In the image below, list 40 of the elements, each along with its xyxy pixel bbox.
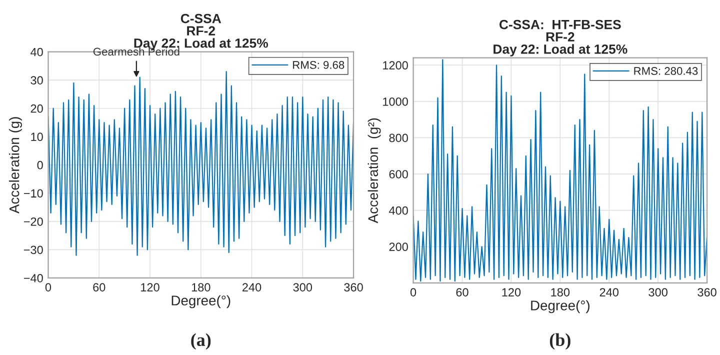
y-tick-label: 600 [389, 170, 408, 178]
x-tick-label: 360 [698, 288, 716, 296]
chart-title: C-SSA: HT-FB-SES RF-2 Day 22: Load at 125% [494, 20, 628, 56]
x-tick-label: 180 [551, 288, 570, 296]
x-tick-label: 60 [456, 288, 468, 296]
y-axis-title: Acceleration (g²) [368, 118, 381, 224]
x-tick-label: 240 [242, 283, 262, 292]
x-tick-label: 0 [410, 288, 416, 296]
y-tick-label: 400 [388, 206, 408, 215]
x-tick-label: 120 [502, 288, 521, 296]
x-tick-label: 120 [141, 283, 160, 292]
x-tick-label: 300 [648, 288, 668, 296]
y-tick-label: 20 [30, 104, 43, 113]
y-tick-label: −10 [24, 189, 43, 198]
y-tick-label: 200 [389, 242, 408, 252]
y-tick-label: 800 [389, 134, 408, 142]
x-axis-title: Degree(°) [172, 295, 230, 308]
y-tick-label: −30 [24, 246, 43, 254]
y-tick-label: −20 [24, 217, 43, 226]
x-tick-label: 360 [344, 283, 363, 292]
legend-label: RMS: 280.43 [634, 67, 698, 75]
y-tick-label: 1000 [383, 97, 408, 106]
x-tick-label: 240 [600, 288, 619, 296]
y-tick-label: 10 [31, 132, 43, 142]
y-tick-label: 0 [37, 160, 43, 170]
legend-label: RMS: 9.68 [293, 61, 344, 69]
y-tick-label: 40 [30, 48, 43, 56]
text: (b) [550, 333, 570, 350]
x-tick-label: 60 [93, 283, 106, 292]
y-tick-label: −40 [24, 274, 43, 282]
x-tick-label: 300 [293, 283, 312, 292]
text: (a) [191, 333, 211, 350]
x-tick-label: 0 [45, 283, 52, 292]
y-tick-label: 30 [30, 76, 43, 84]
x-axis-title: Degree(°) [531, 300, 590, 314]
y-tick-label: 1200 [383, 61, 408, 70]
line-series [413, 59, 708, 282]
x-tick-label: 180 [192, 283, 210, 292]
line-series [48, 71, 354, 256]
y-axis-title: Acceleration (g) [9, 117, 22, 214]
